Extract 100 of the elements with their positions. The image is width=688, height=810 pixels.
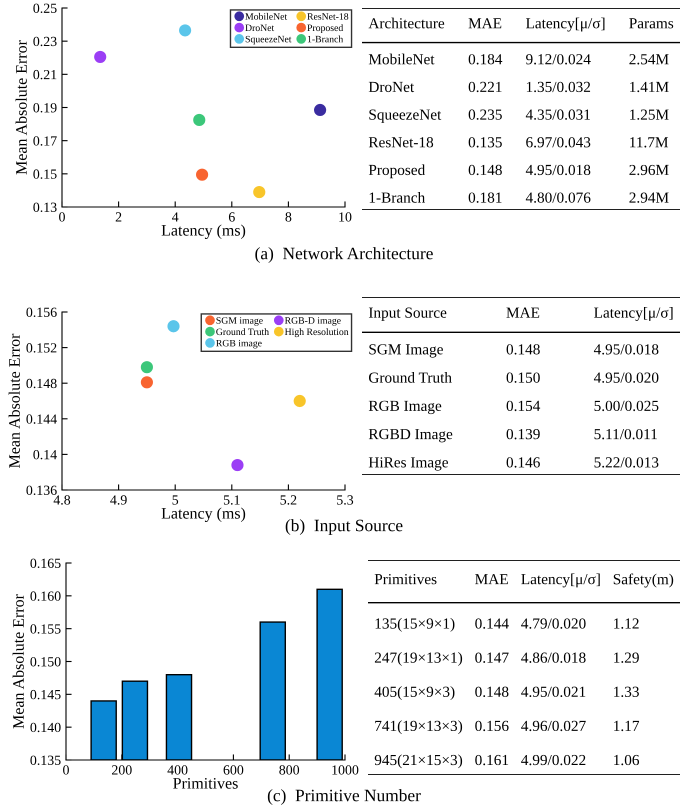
x-tick-label: 1000 (332, 765, 358, 775)
x-tick-label: 5.1 (224, 495, 240, 505)
x-tick-label: 4 (172, 212, 178, 222)
text: 1.06 (614, 754, 640, 766)
x-tick-label: 600 (224, 765, 244, 775)
text: 4.86/0.018 (521, 652, 586, 663)
text: 1.17 (614, 720, 640, 732)
text: 4.35/0.031 (526, 109, 590, 120)
category-label: Architecture (368, 18, 444, 28)
category-label: MAE (475, 574, 508, 584)
text: 0.161 (475, 754, 508, 766)
legend-label: DroNet (245, 24, 274, 32)
text: SGM Image (369, 344, 443, 358)
x-tick-label: 4.8 (54, 495, 70, 505)
category-label: Input Source (368, 308, 446, 321)
text: 0.139 (506, 428, 540, 440)
text: 1.35/0.032 (526, 82, 590, 92)
text: ResNet-18 (368, 137, 434, 148)
category-label: MAE (506, 308, 540, 318)
text: 4.99/0.022 (521, 754, 586, 766)
category-label: Latency[μ/σ] (594, 307, 673, 321)
y-tick-label: 0.165 (30, 558, 61, 568)
y-tick-label: 0.17 (33, 136, 57, 146)
text: 1.33 (614, 686, 639, 697)
legend-label: 1-Branch (308, 36, 344, 42)
y-tick-label: 0.144 (26, 414, 57, 424)
x-tick-label: 0 (63, 765, 69, 775)
text: (c) Primitive Number (268, 789, 421, 805)
text: 135(15×9×1) (376, 618, 454, 632)
text: 741(19×13×3) (375, 720, 462, 734)
text: Proposed (368, 164, 426, 178)
text: 9.12/0.024 (526, 54, 591, 64)
text: 0.147 (475, 652, 509, 663)
text: 4.95/0.018 (526, 164, 590, 176)
text: (a) Network Architecture (255, 247, 433, 263)
text: 0.135 (468, 137, 502, 148)
text: 2.96M (629, 164, 669, 176)
y-tick-label: 0.152 (26, 343, 56, 353)
y-tick-label: 0.155 (30, 624, 61, 634)
x-tick-label: 0 (59, 212, 65, 222)
text: 0.221 (468, 82, 502, 92)
y-tick-label: 0.160 (30, 591, 61, 601)
point (294, 394, 306, 408)
text: RGBD Image (368, 428, 452, 442)
point (231, 459, 244, 472)
category-label: Latency[μ/σ] (526, 18, 604, 32)
text: 5.00/0.025 (594, 400, 658, 412)
x-tick-label: 8 (285, 212, 292, 222)
point (140, 361, 153, 374)
y-tick-label: 0.19 (33, 103, 57, 113)
text: 0.148 (468, 164, 502, 176)
legend-label: Proposed (307, 24, 344, 34)
point (253, 186, 266, 198)
y-tick-label: 0.21 (33, 70, 56, 80)
text: RGB Image (368, 400, 442, 414)
text: 4.95/0.020 (594, 372, 658, 383)
x-tick-label: 400 (167, 765, 188, 775)
y-axis-title: Mean Absolute Error (8, 334, 20, 468)
text: 0.148 (475, 686, 508, 697)
category-label: MAE (468, 18, 502, 28)
text: 0.146 (506, 457, 540, 468)
legend-label: ResNet-18 (307, 13, 348, 20)
text: 4.79/0.020 (521, 618, 586, 629)
point (167, 320, 180, 332)
y-tick-label: 0.25 (33, 4, 57, 14)
legend-label: SGM image (216, 317, 263, 326)
category-label: Params (629, 18, 674, 28)
y-tick-label: 0.13 (33, 202, 57, 212)
text: 945(21×15×3) (374, 754, 462, 768)
y-tick-label: 0.145 (30, 690, 61, 700)
point (94, 50, 106, 63)
x-axis-title: Latency (ms) (162, 224, 246, 239)
x-tick-label: 10 (339, 212, 352, 222)
text: 0.181 (468, 192, 502, 203)
y-tick-label: 0.136 (26, 486, 57, 496)
y-tick-label: 0.140 (30, 722, 61, 732)
legend-label: High Resolution (284, 328, 348, 338)
y-tick-label: 0.150 (30, 657, 61, 667)
text: 0.154 (506, 400, 540, 412)
x-tick-label: 5.2 (280, 495, 296, 505)
y-tick-label: 0.15 (33, 169, 57, 179)
x-tick-label: 200 (112, 765, 132, 775)
text: 0.235 (468, 109, 502, 120)
text: SqueezeNet (369, 109, 442, 123)
category-label: Primitives (374, 574, 436, 584)
text: 6.97/0.043 (526, 137, 590, 148)
text: 405(15×9×3) (374, 686, 454, 700)
x-tick-label: 5.3 (337, 495, 354, 505)
text: 1.25M (630, 109, 669, 120)
text: 5.11/0.011 (594, 428, 657, 440)
text: 1.12 (614, 618, 639, 629)
category-label: Latency[μ/σ] (521, 574, 600, 588)
text: 4.80/0.076 (526, 192, 590, 203)
y-tick-label: 0.135 (30, 756, 61, 766)
x-tick-label: 6 (228, 212, 235, 222)
text: 2.94M (629, 192, 669, 203)
legend-label: MobileNet (245, 12, 288, 20)
y-tick-label: 0.156 (26, 308, 57, 318)
text: 0.148 (506, 344, 540, 355)
text: 2.54M (629, 54, 669, 64)
